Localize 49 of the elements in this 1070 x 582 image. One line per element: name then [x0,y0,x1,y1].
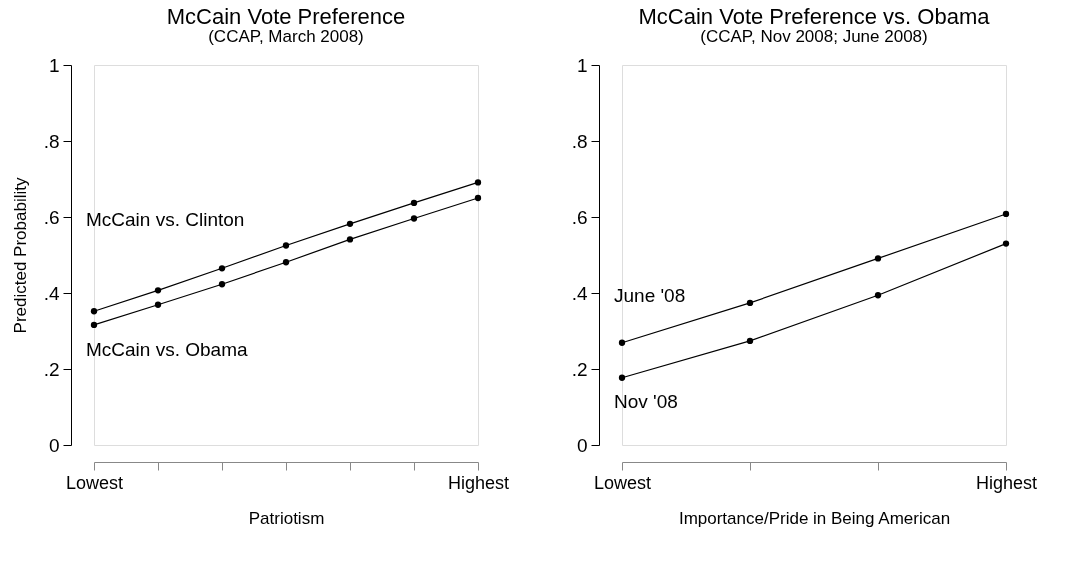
y-tick-label: .6 [43,206,60,228]
y-tick-label: .8 [571,130,588,152]
point [746,337,754,345]
point [282,259,290,266]
chart-subtitle: (CCAP, March 2008) [208,27,364,46]
point [346,236,354,243]
series-label: McCain vs. Obama [86,338,248,360]
point [410,215,418,222]
point [154,301,162,308]
point [874,255,882,262]
y-tick-label: .8 [43,130,60,152]
point [218,265,226,272]
point [618,339,626,346]
chart-title: McCain Vote Preference [166,4,406,29]
point [874,292,882,299]
point [746,299,754,307]
y-tick-label: 0 [48,434,60,456]
y-tick-label: 1 [576,54,588,76]
chart-subtitle: (CCAP, Nov 2008; June 2008) [700,27,928,46]
point [218,281,226,288]
point [90,308,98,315]
point [90,321,98,329]
y-tick-label: .4 [571,282,588,304]
series-label: Nov '08 [614,390,678,412]
x-tick-label: Highest [447,472,510,493]
y-tick-label: .2 [571,358,588,380]
x-tick-label: Lowest [65,472,124,493]
x-axis-title: Patriotism [248,508,325,528]
point [282,242,290,249]
x-tick-label: Highest [975,472,1038,493]
y-tick-label: 0 [576,434,588,456]
x-axis-title: Importance/Pride in Being American [678,508,951,528]
point [474,179,482,186]
point [1002,240,1010,247]
y-tick-label: .4 [43,282,60,304]
chart-title: McCain Vote Preference vs. Obama [638,4,991,29]
x-tick-label: Lowest [593,472,652,493]
series-label: McCain vs. Clinton [86,209,245,231]
y-tick-label: 1 [48,54,60,76]
y-tick-label: .2 [43,358,60,380]
point [1002,210,1010,218]
point [410,199,418,207]
point [474,194,482,202]
series-label: June '08 [614,284,686,306]
point [346,220,354,227]
y-axis-title: Predicted Probability [10,177,30,334]
y-tick-label: .6 [571,206,588,228]
point [154,287,162,294]
point [618,374,626,381]
